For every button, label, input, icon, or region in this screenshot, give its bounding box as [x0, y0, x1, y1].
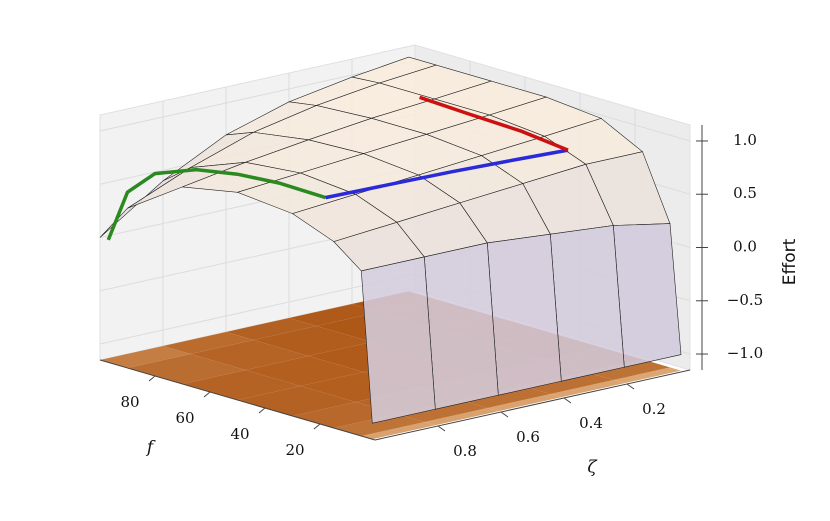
x-tick: [148, 375, 156, 382]
x-axis-line: [99, 359, 376, 441]
z-axis-label: Effort: [780, 238, 800, 285]
curve: [419, 95, 569, 152]
surface-cell: [360, 256, 436, 424]
surface-cell: [486, 233, 562, 396]
floor-cell: [361, 422, 436, 440]
curves: [106, 95, 569, 241]
curve: [325, 148, 569, 200]
surface: [99, 56, 682, 424]
floor-cell: [585, 359, 670, 380]
floor-cell: [190, 340, 309, 370]
floor-cell: [100, 346, 191, 368]
floor-cell: [245, 356, 364, 386]
z-tick-label: −1.0: [727, 344, 763, 362]
x-tick-label: 60: [175, 409, 194, 427]
y-tick-label: 0.4: [579, 414, 603, 432]
floor-cell: [550, 380, 625, 398]
y-tick: [563, 397, 572, 404]
y-axis-label: ζ: [587, 458, 598, 478]
y-tick: [437, 425, 446, 432]
z-tick-label: 0.0: [733, 238, 757, 256]
x-tick: [258, 407, 266, 414]
x-axis-label: f: [145, 438, 156, 458]
z-tick-label: −0.5: [727, 291, 763, 309]
floor-cell: [424, 408, 499, 426]
surface-cell: [612, 223, 682, 368]
x-tick-label: 20: [285, 441, 304, 459]
z-tick-label: 0.5: [733, 184, 757, 202]
floor-cell: [289, 304, 380, 326]
surface-cell: [549, 225, 625, 382]
x-tick: [203, 391, 211, 398]
floor-cell: [292, 402, 397, 428]
floor-cell: [163, 332, 254, 354]
y-tick-label: 0.8: [453, 442, 477, 460]
curve: [106, 167, 327, 241]
y-tick: [500, 411, 509, 418]
axes: 20 40 60 80 0.2 0.4 0.6 0.8 −1.0 −0.5 0.0 0.5 1.0: [99, 125, 763, 460]
floor-cell: [459, 386, 551, 408]
y-tick-label: 0.6: [516, 428, 540, 446]
floor-cell: [253, 326, 372, 356]
floor-cell: [522, 372, 614, 394]
x-tick-label: 40: [230, 425, 249, 443]
floor-cell: [396, 400, 488, 422]
y-tick-label: 0.2: [642, 400, 666, 418]
surface-cell: [423, 242, 499, 410]
z-tick-label: 1.0: [733, 131, 757, 149]
y-tick: [626, 383, 635, 390]
floor-cell: [333, 414, 425, 436]
y-axis-line: [374, 369, 691, 441]
floor-cell: [226, 318, 317, 340]
x-tick-label: 80: [120, 393, 139, 411]
floor-cell: [613, 367, 681, 384]
x-tick: [313, 423, 321, 430]
floor-cell: [487, 394, 562, 412]
